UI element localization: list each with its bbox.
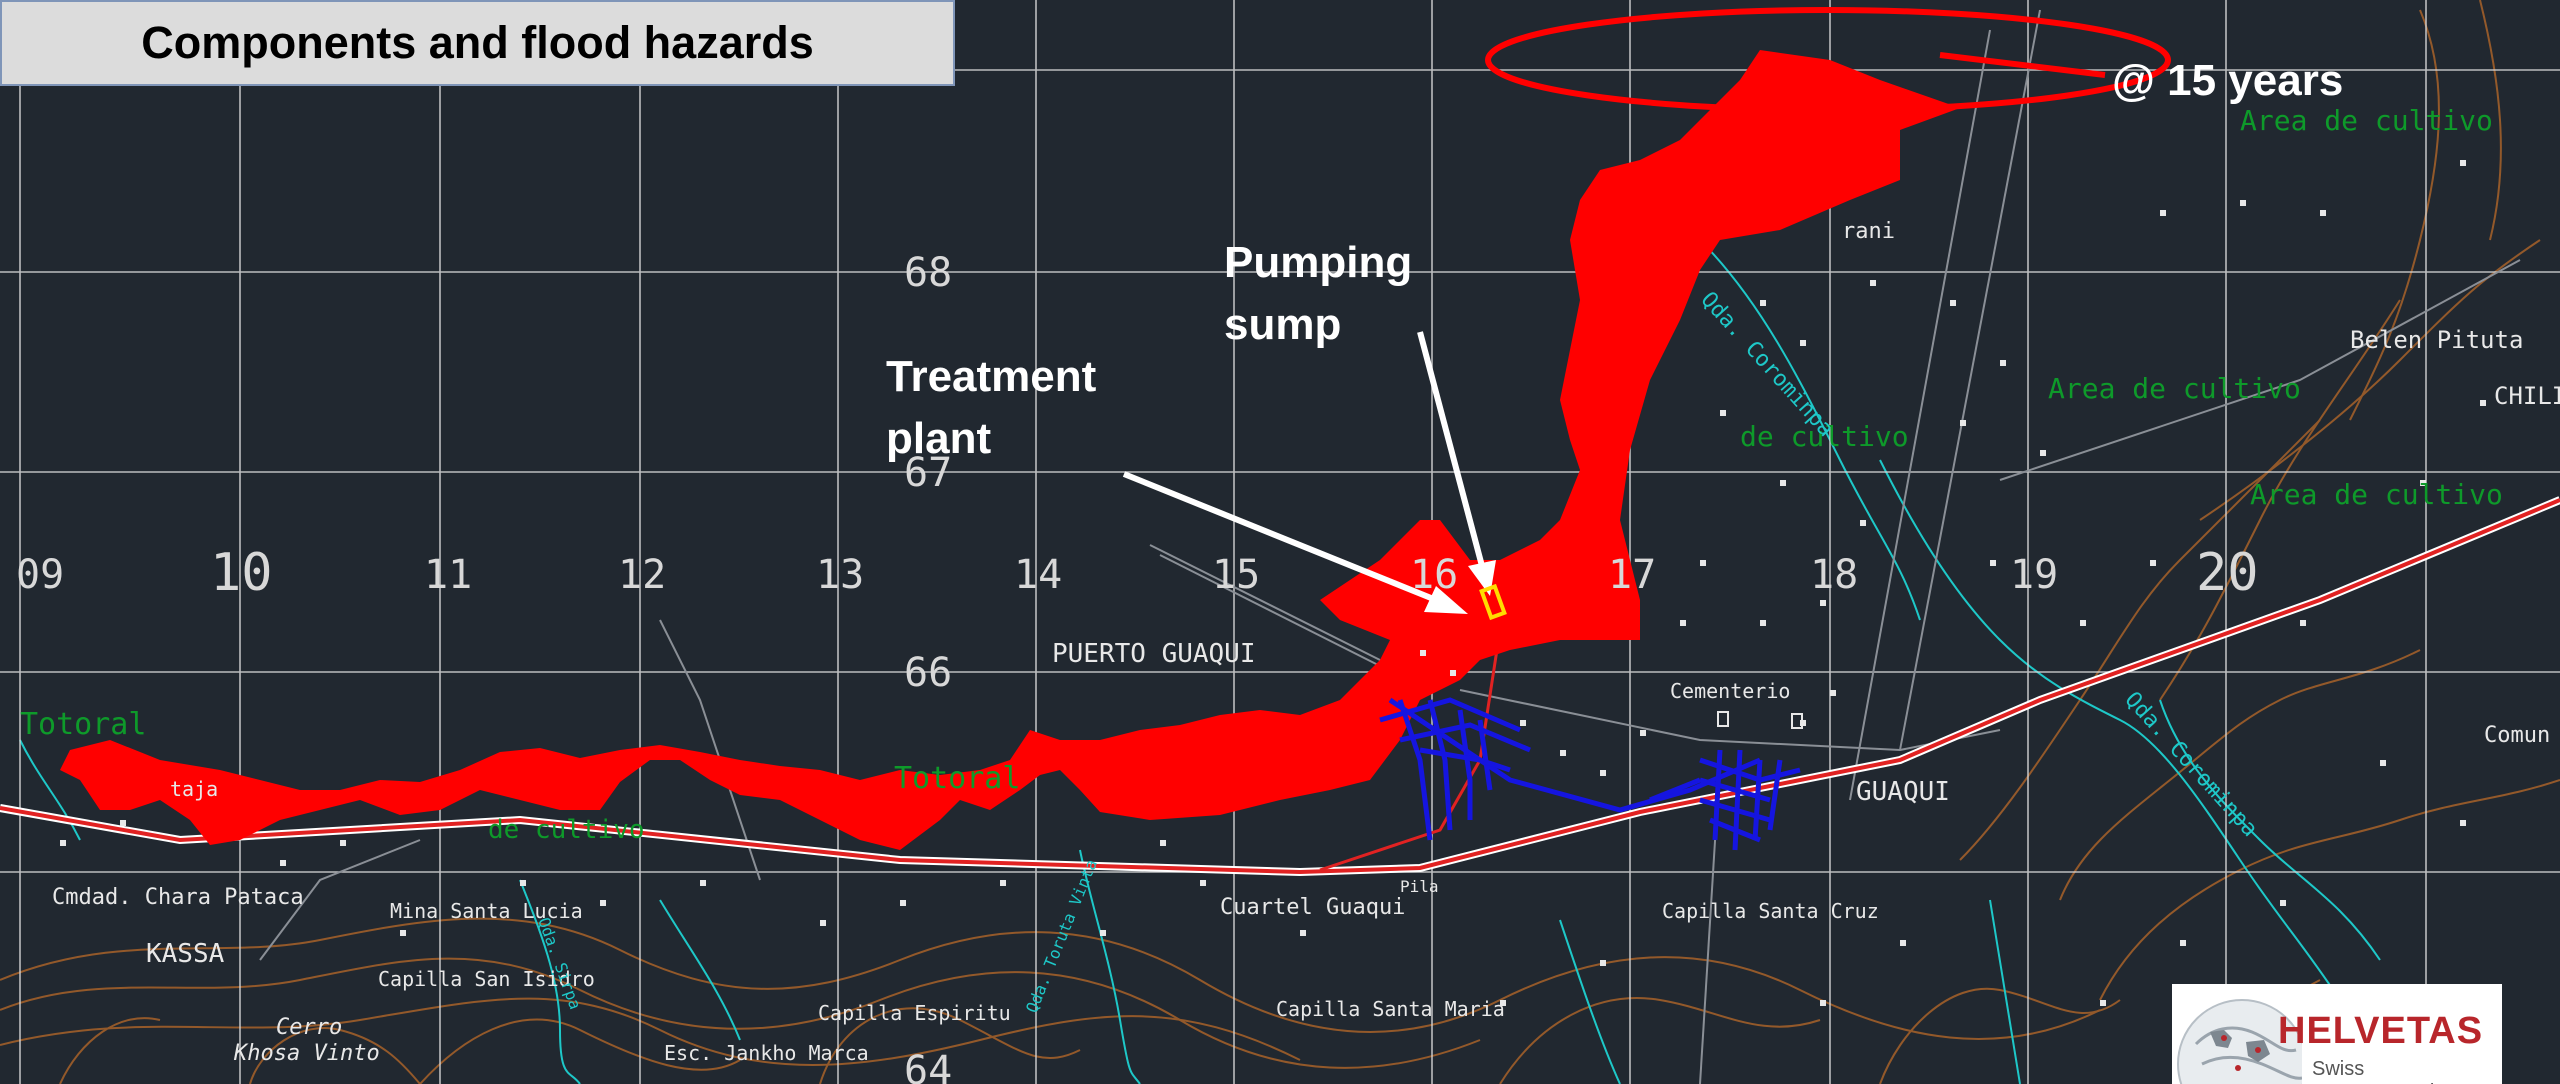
grid-label-12: 12 [618, 552, 666, 598]
page-title: Components and flood hazards [141, 17, 814, 68]
highway [0, 496, 2560, 877]
label-capilla-santa-maria: Capilla Santa Maria [1276, 997, 1505, 1021]
label-cultivo-west: de cultivo [488, 815, 645, 845]
label-mina-santa-lucia: Mina Santa Lucia [390, 899, 583, 923]
logo-brand: HELVETAS [2278, 1010, 2484, 1052]
label-de-cultivo: de cultivo [1740, 420, 1909, 453]
grid-label-14: 14 [1014, 552, 1062, 598]
label-area-cultivo-3: Area de cultivo [2250, 478, 2503, 511]
grid-label-64: 64 [904, 1048, 952, 1084]
grid-label-67: 67 [904, 450, 952, 496]
label-belen-pituta: Belen Pituta [2350, 326, 2523, 354]
callout-pumping-sump-line-1: Pumping [1224, 238, 1413, 287]
grid-label-68: 68 [904, 250, 952, 296]
return-period-marker [1485, 7, 2171, 113]
callout-treatment-plant: Treatment plant [886, 346, 1096, 470]
callout-pumping-sump: Pumping sump [1224, 232, 1412, 356]
streams [19, 239, 2381, 1084]
label-qda-corominpa-2: Qda. Corominpa [2120, 687, 2263, 842]
grid-label-20: 20 [2196, 543, 2259, 603]
northing-labels: 69 68 67 66 64 [904, 48, 952, 1084]
label-khosa-vinto: Khosa Vinto [233, 1041, 380, 1066]
label-puerto-guaqui: PUERTO GUAQUI [1052, 639, 1256, 669]
roads [259, 9, 2521, 1084]
label-chara-pataca: Cmdad. Chara Pataca [52, 885, 304, 910]
label-ataja: taja [170, 777, 218, 801]
grid-label-11: 11 [424, 552, 472, 598]
flood-area [60, 50, 1960, 850]
grid-label-18: 18 [1810, 552, 1858, 598]
label-kassa: KASSA [146, 939, 225, 969]
grid-label-09: 09 [16, 552, 64, 598]
label-area-cultivo-1: Area de cultivo [2240, 104, 2493, 137]
callout-return-period: @ 15 years [2112, 50, 2343, 112]
grid-label-17: 17 [1608, 552, 1656, 598]
sewer-network [1379, 697, 1801, 851]
label-qda-sirpa: Qda. Sirpa [534, 915, 585, 1012]
title-banner: Components and flood hazards [0, 0, 955, 86]
grid-label-10: 10 [210, 543, 273, 603]
callout-arrows [1122, 331, 1496, 614]
label-area-cultivo-2: Area de cultivo [2048, 372, 2301, 405]
label-guaqui: GUAQUI [1856, 777, 1950, 807]
grid-label-66: 66 [904, 650, 952, 696]
cemetery [1717, 711, 1803, 729]
label-cuartel-guaqui: Cuartel Guaqui [1220, 895, 1405, 920]
helvetas-logo: HELVETAS Swiss Intercooperation [2172, 984, 2502, 1084]
callout-treatment-plant-line-2: plant [886, 414, 992, 463]
label-esc-jankho-marca: Esc. Jankho Marca [664, 1041, 869, 1065]
grid-label-15: 15 [1212, 552, 1260, 598]
label-pila: Pila [1400, 877, 1439, 896]
label-qda-totoral: Qda. Toruta Vinta [1022, 857, 1101, 1016]
label-rani: rani [1842, 219, 1895, 244]
label-cerro: Cerro [276, 1015, 342, 1040]
grid-label-19: 19 [2010, 552, 2058, 598]
label-totoral-2: Totoral [894, 761, 1020, 796]
easting-labels: 09 10 11 12 13 14 15 16 17 18 19 20 [16, 543, 2259, 603]
label-cementerio: Cementerio [1670, 679, 1790, 703]
callout-pumping-sump-line-2: sump [1224, 300, 1342, 349]
label-capilla-santa-cruz: Capilla Santa Cruz [1662, 899, 1879, 923]
grid-label-13: 13 [816, 552, 864, 598]
logo-subtitle: Swiss Intercooperation [2312, 1058, 2457, 1084]
label-chili: CHILI [2494, 382, 2560, 410]
globe-icon [2177, 999, 2302, 1084]
label-capilla-espiritu: Capilla Espiritu [818, 1001, 1011, 1025]
label-totoral-1: Totoral [20, 707, 146, 742]
callout-return-period-text: @ 15 years [2112, 56, 2344, 105]
label-qda-corominpa-1: Qda. Corominpa [1696, 287, 1839, 442]
callout-treatment-plant-line-1: Treatment [886, 352, 1097, 401]
label-capilla-san-isidro: Capilla San Isidro [378, 967, 595, 991]
label-comun: Comun [2484, 723, 2550, 748]
sump-marker [1479, 583, 1507, 621]
